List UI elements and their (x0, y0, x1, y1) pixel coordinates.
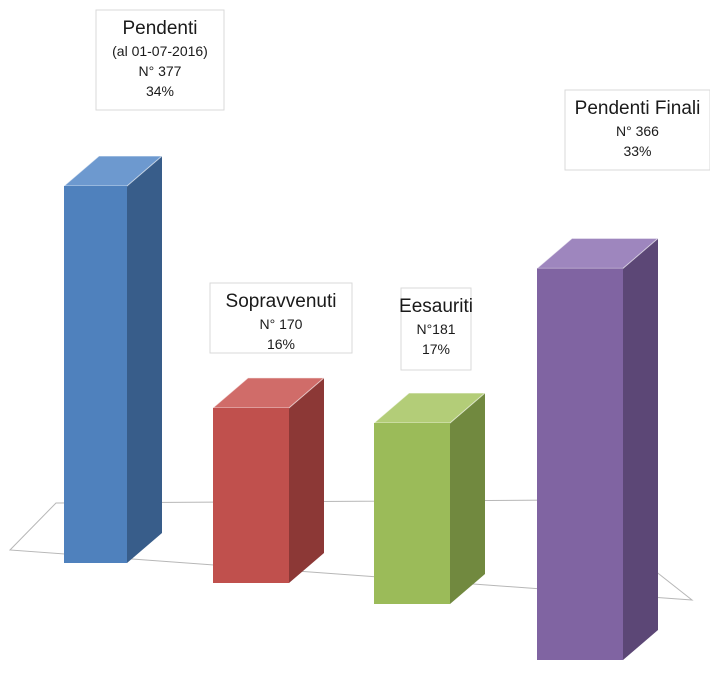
data-label-count-eesauriti: N°181 (416, 321, 455, 337)
data-label-sopravvenuti: Sopravvenuti N° 170 16% (209, 282, 353, 354)
bar-front-eesauriti (374, 423, 450, 604)
data-label-name-sopravvenuti: Sopravvenuti (226, 291, 337, 312)
data-label-name-pendenti-finali: Pendenti Finali (575, 98, 701, 119)
data-label-count-sopravvenuti: N° 170 (260, 316, 303, 332)
data-label-count-pendenti-finali: N° 366 (616, 123, 659, 139)
data-label-box-eesauriti (400, 287, 472, 371)
data-label-count-pendenti: N° 377 (139, 63, 182, 79)
data-label-percent-pendenti: 34% (146, 83, 174, 99)
data-label-box-sopravvenuti (209, 282, 353, 354)
data-label-note-pendenti: (al 01-07-2016) (112, 43, 208, 59)
bar-side-sopravvenuti (289, 377, 324, 583)
bar-pendenti (62, 155, 164, 563)
bar-side-eesauriti (450, 393, 485, 604)
data-label-box-pendenti-finali (564, 89, 710, 171)
bar-side-pendenti (127, 156, 162, 563)
bar-side-pendenti-finali (623, 238, 658, 660)
chart-bars-layer (62, 155, 660, 660)
data-label-name-pendenti: Pendenti (122, 18, 197, 39)
data-label-percent-pendenti-finali: 33% (623, 143, 651, 159)
data-label-pendenti-finali: Pendenti Finali N° 366 33% (564, 89, 710, 171)
bar-front-pendenti (64, 186, 127, 563)
data-label-eesauriti: Eesauriti N°181 17% (399, 287, 473, 371)
data-label-pendenti: Pendenti (al 01-07-2016) N° 377 34% (95, 9, 225, 111)
bar-front-sopravvenuti (213, 407, 289, 583)
chart-labels-layer: Pendenti (al 01-07-2016) N° 377 34% Sopravve… (95, 9, 710, 371)
data-label-percent-sopravvenuti: 16% (267, 336, 295, 352)
data-label-name-eesauriti: Eesauriti (399, 296, 473, 317)
bar-pendenti-finali (535, 237, 660, 660)
bar-front-pendenti-finali (537, 268, 623, 660)
bar-sopravvenuti (211, 377, 326, 583)
data-label-percent-eesauriti: 17% (422, 341, 450, 357)
bar-eesauriti (372, 392, 487, 604)
data-label-box-pendenti (95, 9, 225, 111)
